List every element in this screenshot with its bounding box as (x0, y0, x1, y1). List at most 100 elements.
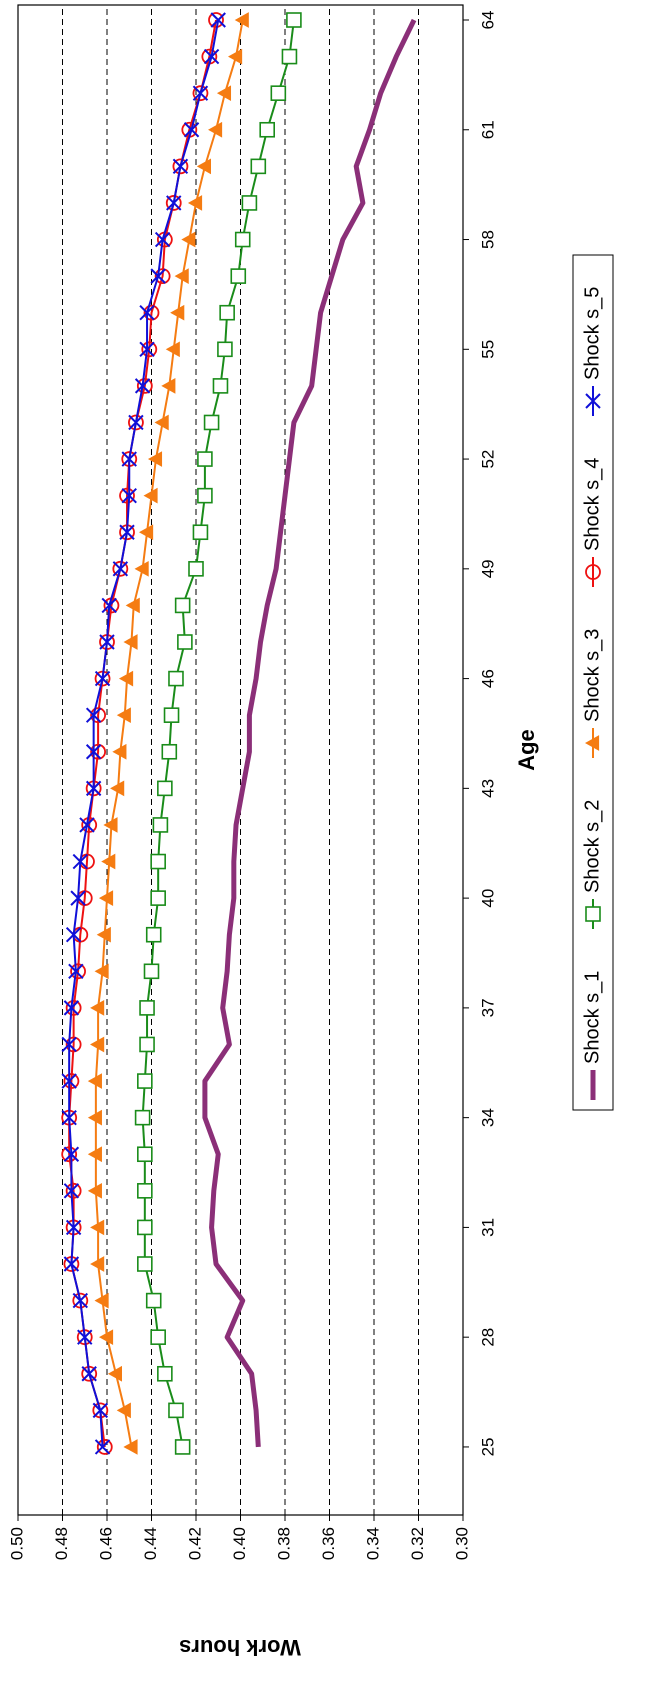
marker (103, 817, 118, 833)
y-tick-label: 0.44 (141, 1527, 160, 1560)
marker (181, 231, 196, 248)
marker (87, 1109, 102, 1126)
marker (87, 1073, 102, 1089)
rotated-chart: Age Work hours 0.30 0.32 0.34 0.36 0.38 0.40 0… (7, 4, 614, 1660)
legend-label: Shock s_5 (581, 287, 603, 380)
marker (65, 927, 82, 943)
y-tick-label: 0.34 (363, 1527, 382, 1560)
marker (90, 1256, 105, 1272)
marker (77, 1329, 93, 1345)
marker (207, 121, 223, 138)
plot-border (17, 4, 464, 1516)
series-line (141, 19, 295, 1448)
x-tick-label: 64 (478, 11, 497, 30)
x-tick-label: 49 (478, 559, 497, 578)
marker (116, 707, 131, 724)
marker (217, 341, 233, 358)
marker (286, 12, 302, 28)
marker (147, 451, 163, 467)
marker (107, 1365, 122, 1382)
marker (197, 451, 213, 467)
marker (70, 963, 86, 980)
marker (170, 304, 185, 321)
marker (139, 1036, 155, 1053)
marker (119, 487, 135, 504)
marker (212, 378, 229, 394)
marker (230, 268, 247, 284)
y-tick-label: 0.48 (52, 1527, 71, 1560)
marker (281, 48, 298, 65)
y-tick-label: 0.50 (7, 1527, 26, 1560)
marker (65, 1182, 82, 1199)
marker (197, 487, 213, 504)
marker (174, 597, 191, 614)
marker (112, 560, 129, 577)
marker (72, 1292, 89, 1309)
marker (101, 597, 117, 614)
marker (196, 158, 211, 175)
marker (143, 963, 160, 980)
marker (63, 1146, 80, 1162)
marker (63, 1073, 80, 1089)
legend-marker (585, 906, 601, 922)
marker (134, 378, 151, 394)
marker (125, 597, 140, 614)
x-tick-label: 55 (478, 340, 497, 359)
marker (112, 561, 129, 577)
y-tick-label: 0.46 (96, 1527, 115, 1560)
legend-marker (585, 564, 601, 580)
x-tick-label: 52 (478, 450, 497, 469)
marker (85, 744, 102, 760)
marker (65, 1219, 82, 1236)
marker (172, 158, 189, 175)
marker (192, 85, 209, 101)
marker (123, 634, 138, 650)
marker (90, 1000, 105, 1016)
x-tick-label: 61 (478, 120, 497, 139)
marker (137, 1183, 153, 1199)
marker (250, 158, 267, 175)
marker (137, 1146, 153, 1163)
x-tick-label: 34 (478, 1108, 497, 1127)
series-line (68, 19, 218, 1448)
marker (203, 414, 220, 431)
marker (174, 268, 189, 284)
y-tick-label: 0.32 (408, 1527, 427, 1560)
marker (63, 1000, 80, 1016)
y-tick-label: 0.36 (319, 1527, 338, 1560)
marker (210, 12, 226, 28)
marker (92, 1402, 109, 1419)
marker (90, 1219, 105, 1236)
marker (259, 121, 276, 138)
marker (168, 1402, 184, 1419)
x-tick-label: 46 (478, 669, 497, 688)
marker (70, 890, 86, 906)
marker (154, 268, 171, 285)
marker (137, 1256, 153, 1272)
marker (150, 1329, 166, 1345)
marker (63, 1183, 80, 1199)
legend-label: Shock s_3 (581, 629, 603, 722)
marker (165, 341, 180, 358)
marker (174, 1439, 191, 1455)
x-tick-label: 25 (478, 1437, 497, 1456)
marker (87, 1146, 102, 1163)
marker (99, 634, 115, 650)
marker (81, 1366, 97, 1382)
series-line (68, 19, 220, 1448)
marker (85, 707, 102, 723)
marker (234, 231, 251, 248)
x-tick-label: 40 (478, 889, 497, 908)
legend-label: Shock s_4 (581, 458, 603, 551)
marker (163, 707, 180, 723)
marker (87, 1182, 102, 1199)
legend-marker (584, 735, 600, 751)
marker (168, 670, 184, 687)
marker (134, 560, 149, 577)
marker (139, 1000, 155, 1016)
marker (143, 304, 160, 321)
marker (150, 853, 166, 870)
marker (119, 524, 135, 540)
marker (152, 817, 169, 833)
marker (150, 268, 166, 284)
